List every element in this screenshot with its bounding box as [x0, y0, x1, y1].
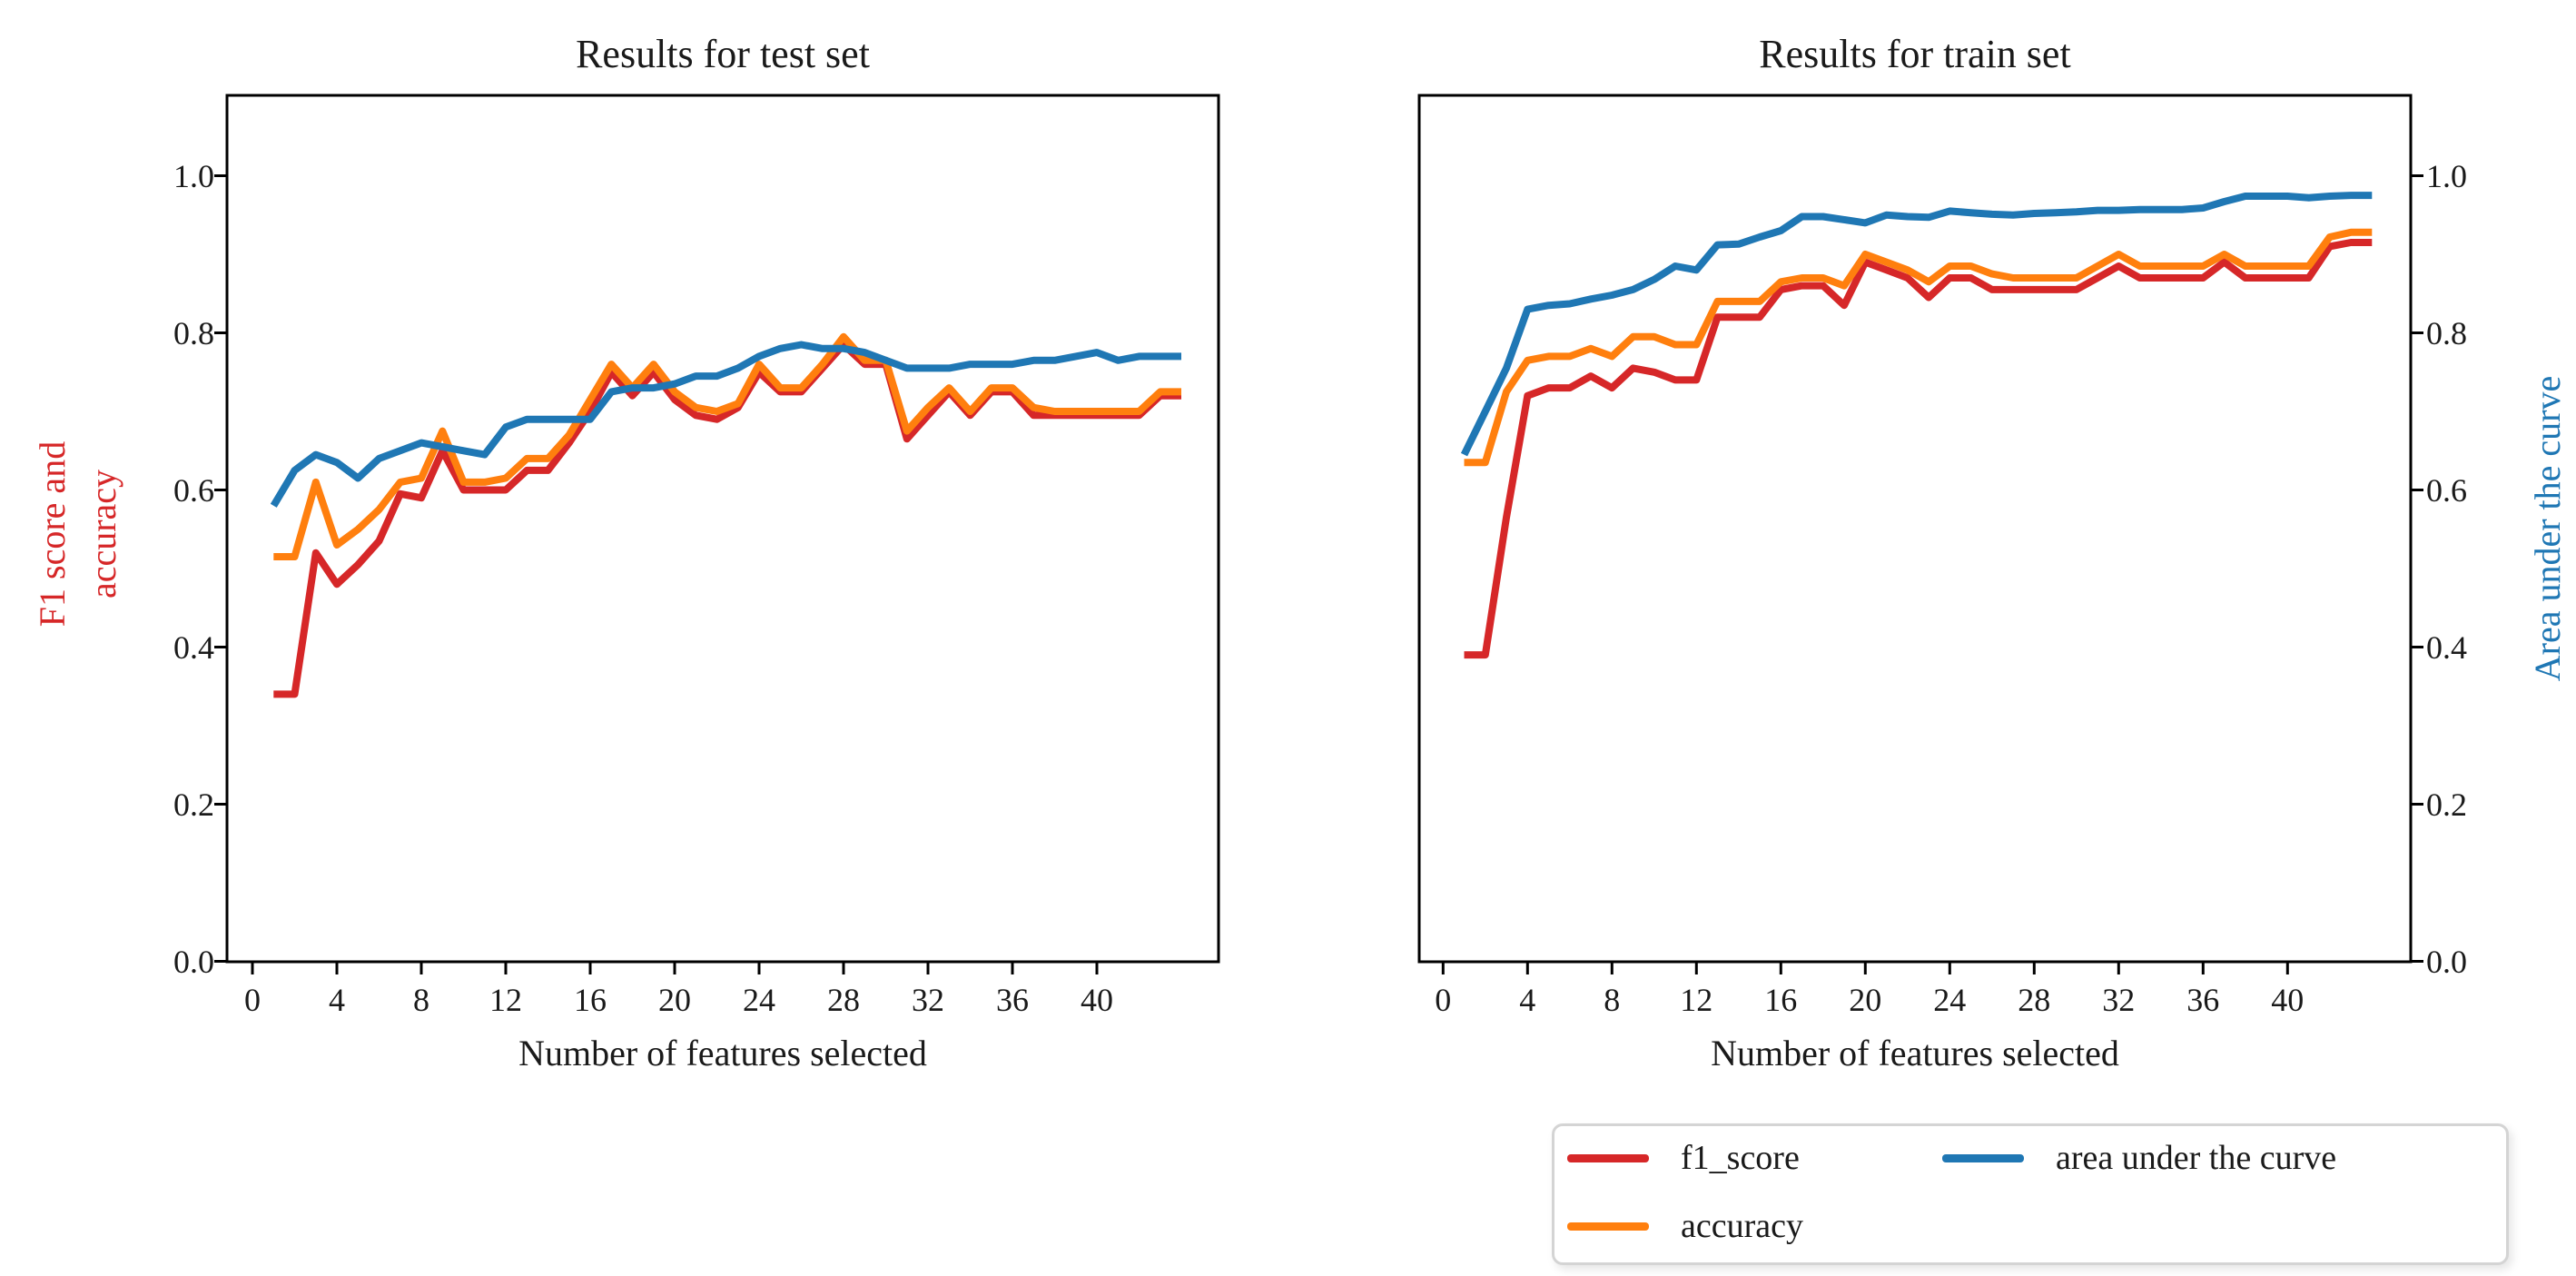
- legend-label-f1-score: f1_score: [1681, 1139, 1800, 1177]
- y-tick-label: 0.6: [173, 471, 214, 509]
- series-line-accuracy: [273, 332, 1181, 560]
- y-tick-label: 0.6: [2426, 471, 2467, 509]
- y-tick-label: 0.4: [173, 628, 214, 666]
- left-plot-area: [214, 94, 1220, 974]
- x-tick-label: 12: [489, 982, 522, 1018]
- y-tick-label: 0.0: [173, 943, 214, 980]
- y-tick-label: 1.0: [173, 157, 214, 194]
- x-tick-label: 36: [2186, 982, 2220, 1018]
- x-tick-label: 36: [996, 982, 1029, 1018]
- y-tick-label: 1.0: [2426, 157, 2467, 194]
- y-tick-label: 0.2: [2426, 786, 2467, 823]
- legend-swatch-f1-score: [1567, 1153, 1649, 1162]
- axes-spines: [225, 94, 1220, 964]
- right-plot-area: [1417, 94, 2423, 974]
- x-tick-label: 0: [1435, 982, 1452, 1018]
- x-tick-label: 8: [1604, 982, 1621, 1018]
- legend-item-f1-score: f1_score: [1567, 1136, 1800, 1180]
- series-line-f1_score: [1464, 239, 2373, 659]
- series-line-area-under-the-curve: [270, 341, 1181, 508]
- x-tick-label: 28: [2018, 982, 2051, 1018]
- legend-swatch-area-under-curve: [1942, 1153, 2024, 1162]
- y-tick-label: 0.0: [2426, 943, 2467, 980]
- legend-swatch-accuracy: [1567, 1222, 1649, 1231]
- right-plot-xaxis-label: Number of features selected: [1711, 1033, 2119, 1073]
- left-plot-xaxis-label: Number of features selected: [518, 1033, 927, 1073]
- legend-label-area-under-curve: area under the curve: [2056, 1139, 2337, 1177]
- x-tick-label: 16: [1764, 982, 1798, 1018]
- x-tick-label: 12: [1680, 982, 1713, 1018]
- left-plot-yaxis-label: F1 score and accuracy: [27, 441, 129, 627]
- x-tick-label: 16: [574, 982, 607, 1018]
- y-tick-label: 0.2: [173, 786, 214, 823]
- x-tick-label: 4: [329, 982, 345, 1018]
- legend-label-accuracy: accuracy: [1681, 1207, 1803, 1245]
- series-line-f1_score: [273, 341, 1181, 698]
- x-tick-label: 0: [244, 982, 261, 1018]
- right-plot-title: Results for train set: [1759, 32, 2071, 76]
- legend-item-area-under-curve: area under the curve: [1942, 1136, 2336, 1180]
- left-ylabel-line2: accuracy: [83, 469, 123, 599]
- x-tick-label: 20: [658, 982, 691, 1018]
- series-line-accuracy: [1464, 228, 2373, 467]
- left-plot-title: Results for test set: [576, 32, 870, 76]
- y-tick-label: 0.8: [173, 314, 214, 351]
- x-tick-label: 32: [912, 982, 944, 1018]
- x-tick-label: 8: [413, 982, 429, 1018]
- axes-spines: [1417, 94, 2413, 964]
- x-tick-label: 24: [743, 982, 775, 1018]
- legend-item-accuracy: accuracy: [1567, 1204, 1803, 1248]
- x-tick-label: 24: [1933, 982, 1967, 1018]
- left-ylabel-line1: F1 score and: [32, 440, 73, 628]
- x-tick-label: 28: [827, 982, 860, 1018]
- series-line-area-under-the-curve: [1460, 192, 2373, 457]
- x-tick-label: 20: [1849, 982, 1882, 1018]
- x-tick-label: 32: [2102, 982, 2136, 1018]
- x-tick-label: 4: [1519, 982, 1536, 1018]
- y-tick-label: 0.4: [2426, 628, 2467, 666]
- x-tick-label: 40: [1081, 982, 1113, 1018]
- legend-box: f1_score accuracy area under the curve: [1552, 1123, 2509, 1265]
- x-tick-label: 40: [2271, 982, 2305, 1018]
- y-tick-label: 0.8: [2426, 314, 2467, 351]
